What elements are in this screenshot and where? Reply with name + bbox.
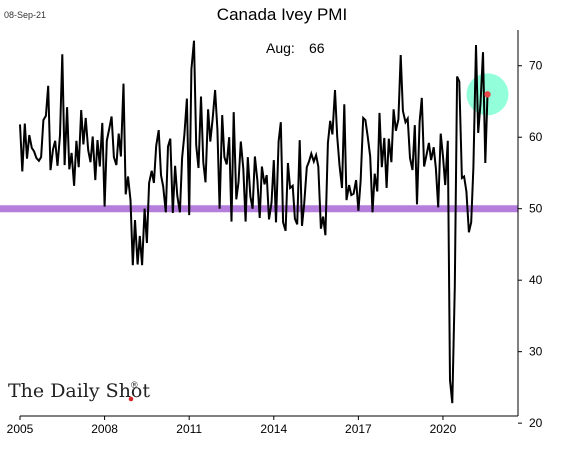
y-tick-label: 30: [529, 345, 543, 359]
series-line-0: [19, 40, 489, 404]
y-tick-label: 40: [529, 273, 543, 287]
chart-title: Canada Ivey PMI: [217, 5, 347, 24]
x-tick-label: 2008: [91, 422, 118, 436]
logo-red-dot: [128, 396, 134, 402]
y-tick-label: 50: [529, 202, 543, 216]
x-tick-label: 2014: [260, 422, 287, 436]
x-tick-label: 2017: [345, 422, 372, 436]
y-tick-label: 60: [529, 130, 543, 144]
latest-value: 66: [309, 40, 325, 56]
x-tick-label: 2020: [430, 422, 457, 436]
date-label: 08-Sep-21: [4, 10, 46, 20]
latest-point: [484, 91, 491, 98]
y-tick-label: 70: [529, 59, 543, 73]
x-tick-label: 2005: [7, 422, 34, 436]
latest-value-label: Aug:: [266, 40, 295, 56]
y-tick-label: 20: [529, 416, 543, 430]
registered-mark-icon: ®: [131, 380, 138, 390]
x-tick-label: 2011: [176, 422, 202, 436]
daily-shot-logo: The Daily Shot: [8, 380, 150, 402]
